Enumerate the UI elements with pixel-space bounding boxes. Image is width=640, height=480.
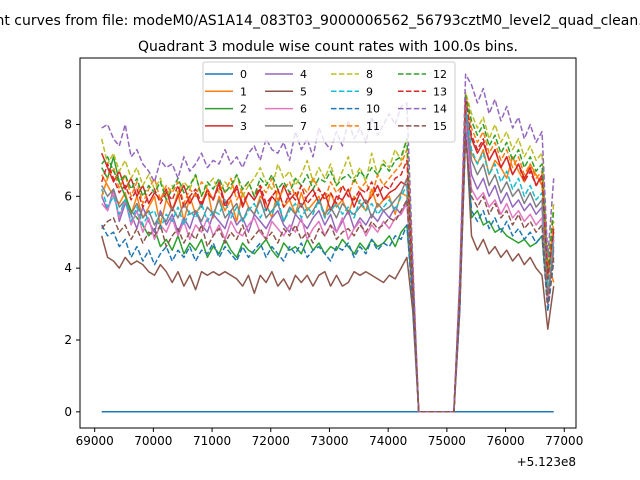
series-line-5 <box>100 123 555 413</box>
x-axis-offset-label: +5.123e8 <box>517 455 576 469</box>
x-tick-label: 69000 <box>76 434 114 448</box>
x-tick-label: 73000 <box>310 434 348 448</box>
plot-title: Quadrant 3 module wise count rates with … <box>138 39 518 55</box>
legend-label-5: 5 <box>300 85 307 98</box>
y-tick-label: 0 <box>64 405 72 419</box>
legend-box <box>202 61 456 143</box>
legend-label-12: 12 <box>433 68 447 81</box>
x-tick-label: 72000 <box>252 434 290 448</box>
y-axis-ticks: 0 2 4 6 8 <box>64 117 80 419</box>
legend-label-8: 8 <box>366 68 373 81</box>
series-line-3 <box>101 109 555 413</box>
x-tick-label: 70000 <box>134 434 172 448</box>
y-tick-label: 4 <box>64 261 72 275</box>
x-axis-ticks: 69000 70000 71000 72000 73000 74000 75000 76000… <box>76 428 583 448</box>
plot-area: 69000 70000 71000 72000 73000 74000 75000 76000… <box>64 57 583 469</box>
x-tick-label: 76000 <box>486 434 524 448</box>
x-tick-label: 75000 <box>428 434 466 448</box>
legend-label-4: 4 <box>300 68 307 81</box>
series-line-11 <box>100 94 555 413</box>
x-tick-label: 74000 <box>369 434 407 448</box>
y-tick-label: 8 <box>64 117 72 131</box>
series-line-15 <box>101 138 555 413</box>
series-line-13 <box>100 98 555 413</box>
series-line-12 <box>101 94 555 413</box>
legend-label-0: 0 <box>240 68 247 81</box>
legend-label-6: 6 <box>300 103 307 116</box>
series-line-1 <box>101 116 555 413</box>
axes-frame <box>79 57 577 429</box>
legend-label-15: 15 <box>433 120 447 133</box>
y-tick-label: 6 <box>64 189 72 203</box>
x-tick-label: 71000 <box>193 434 231 448</box>
x-tick-label: 77000 <box>545 434 583 448</box>
series-layer <box>100 73 555 413</box>
series-line-14 <box>101 73 555 413</box>
series-line-9 <box>100 102 555 413</box>
legend-label-9: 9 <box>366 85 373 98</box>
figure-suptitle: Light curves from file: modeM0/AS1A14_08… <box>0 13 640 29</box>
series-line-10 <box>101 130 555 413</box>
legend-label-1: 1 <box>240 85 247 98</box>
series-line-7 <box>101 105 555 413</box>
legend-label-2: 2 <box>240 103 247 116</box>
legend-label-3: 3 <box>240 120 247 133</box>
legend-label-10: 10 <box>366 103 380 116</box>
y-tick-label: 2 <box>64 333 72 347</box>
legend-label-14: 14 <box>433 103 447 116</box>
legend-label-11: 11 <box>366 120 380 133</box>
legend-label-7: 7 <box>300 120 307 133</box>
legend-label-13: 13 <box>433 85 447 98</box>
series-line-2 <box>101 98 555 413</box>
series-line-8 <box>100 91 555 413</box>
